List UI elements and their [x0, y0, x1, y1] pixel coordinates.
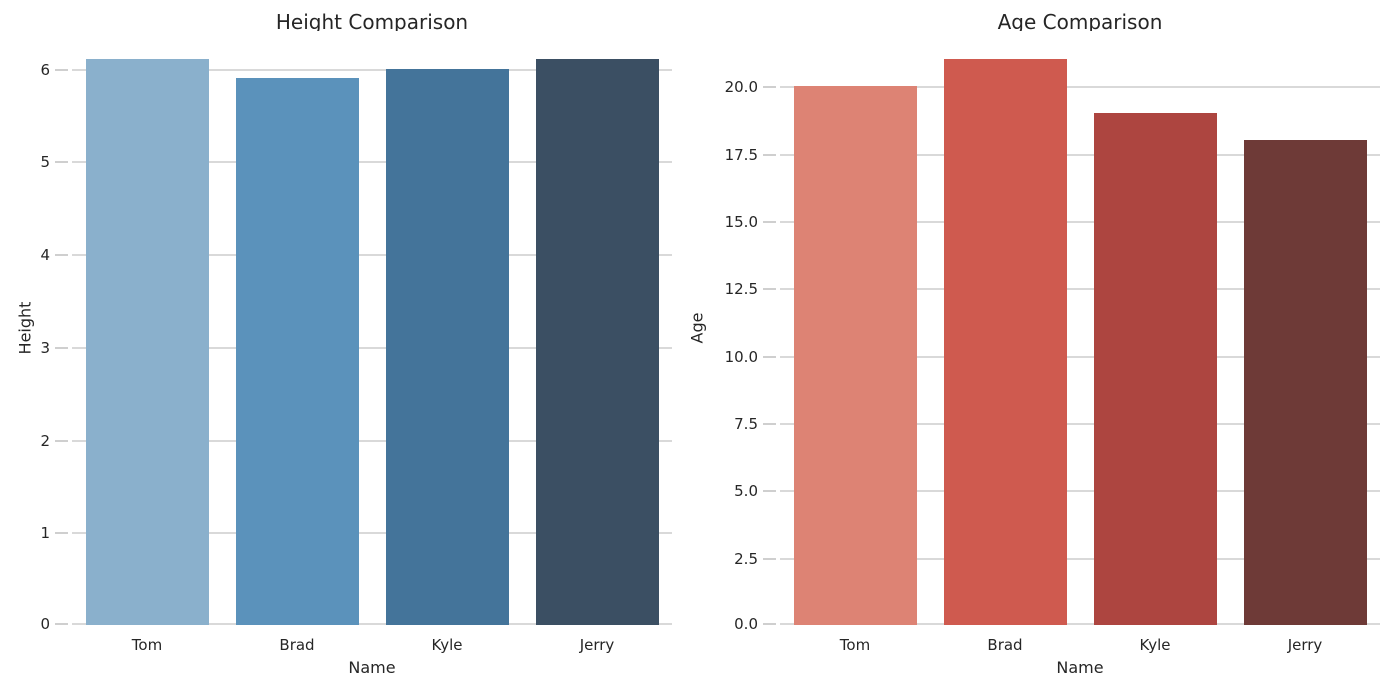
- x-tick-label-tom: Tom: [131, 636, 163, 654]
- bar-kyle: [1094, 113, 1217, 625]
- y-tick-label: 15.0: [724, 213, 758, 231]
- y-tick-label: 0: [40, 615, 50, 633]
- y-tick-mark: [55, 347, 68, 349]
- x-axis-label-name-right: Name: [1056, 658, 1104, 677]
- bar-brad: [236, 78, 359, 625]
- y-tick-mark: [763, 623, 776, 625]
- chart-title-age: Age Comparison: [997, 10, 1163, 34]
- bar-jerry: [1244, 140, 1367, 625]
- y-tick-label: 3: [40, 339, 50, 357]
- y-tick-label: 7.5: [734, 415, 758, 433]
- plot-area-height: 0 1 2 3 4 5 6 Tom Brad Kyle Jerry: [40, 31, 672, 654]
- chart-title-height: Height Comparison: [275, 10, 469, 34]
- y-tick-mark: [763, 490, 776, 492]
- plot-area-age: 0.0 2.5 5.0 7.5 10.0 12.5 15.0 17.5 20.0 Tom Brad K…: [725, 31, 1380, 654]
- gridline-y-1: [72, 532, 672, 534]
- gridline-y-5: [72, 161, 672, 163]
- y-axis-label-height: Height: [15, 301, 35, 355]
- gridline-y-20.0: [780, 86, 1380, 88]
- x-tick-label-jerry: Jerry: [579, 636, 615, 654]
- y-tick-mark: [55, 440, 68, 442]
- y-tick-mark: [55, 254, 68, 256]
- gridline-y-0: [72, 623, 672, 625]
- gridline-y-2.5: [780, 558, 1380, 560]
- gridline-y-0.0: [780, 623, 1380, 625]
- y-tick-mark: [763, 423, 776, 425]
- bar-brad: [944, 59, 1067, 625]
- gridline-y-3: [72, 347, 672, 349]
- y-tick-mark: [763, 288, 776, 290]
- y-tick-mark: [763, 154, 776, 156]
- bar-tom: [794, 86, 917, 625]
- gridline-y-4: [72, 254, 672, 256]
- y-tick-label: 2.5: [734, 550, 758, 568]
- x-tick-label-brad: Brad: [279, 636, 315, 654]
- y-tick-mark: [763, 558, 776, 560]
- x-tick-label-jerry: Jerry: [1287, 636, 1323, 654]
- x-tick-label-brad: Brad: [987, 636, 1023, 654]
- y-tick-label: 5: [40, 153, 50, 171]
- gridline-y-12.5: [780, 288, 1380, 290]
- gridline-y-6: [72, 69, 672, 71]
- y-tick-mark: [55, 623, 68, 625]
- bar-kyle: [386, 69, 509, 625]
- y-tick-label: 5.0: [734, 482, 758, 500]
- x-tick-label-kyle: Kyle: [431, 636, 463, 654]
- y-tick-label: 4: [40, 246, 50, 264]
- bar-tom: [86, 59, 209, 625]
- y-tick-label: 20.0: [724, 78, 758, 96]
- gridline-y-15.0: [780, 221, 1380, 223]
- x-axis-label-name-left: Name: [348, 658, 396, 677]
- gridline-y-7.5: [780, 423, 1380, 425]
- y-tick-label: 6: [40, 61, 50, 79]
- x-tick-label-kyle: Kyle: [1139, 636, 1171, 654]
- y-tick-label: 17.5: [724, 146, 758, 164]
- y-tick-mark: [763, 86, 776, 88]
- y-tick-label: 12.5: [724, 280, 758, 298]
- y-tick-mark: [55, 69, 68, 71]
- y-tick-mark: [763, 221, 776, 223]
- y-tick-label: 2: [40, 432, 50, 450]
- gridline-y-10.0: [780, 356, 1380, 358]
- gridline-y-2: [72, 440, 672, 442]
- y-tick-label: 10.0: [724, 348, 758, 366]
- y-tick-mark: [763, 356, 776, 358]
- gridline-y-5.0: [780, 490, 1380, 492]
- x-tick-label-tom: Tom: [839, 636, 871, 654]
- y-tick-label: 1: [40, 524, 50, 542]
- y-tick-mark: [55, 532, 68, 534]
- y-tick-mark: [55, 161, 68, 163]
- bar-jerry: [536, 59, 659, 625]
- y-axis-label-age: Age: [687, 312, 707, 344]
- y-tick-label: 0.0: [734, 615, 758, 633]
- gridline-y-17.5: [780, 154, 1380, 156]
